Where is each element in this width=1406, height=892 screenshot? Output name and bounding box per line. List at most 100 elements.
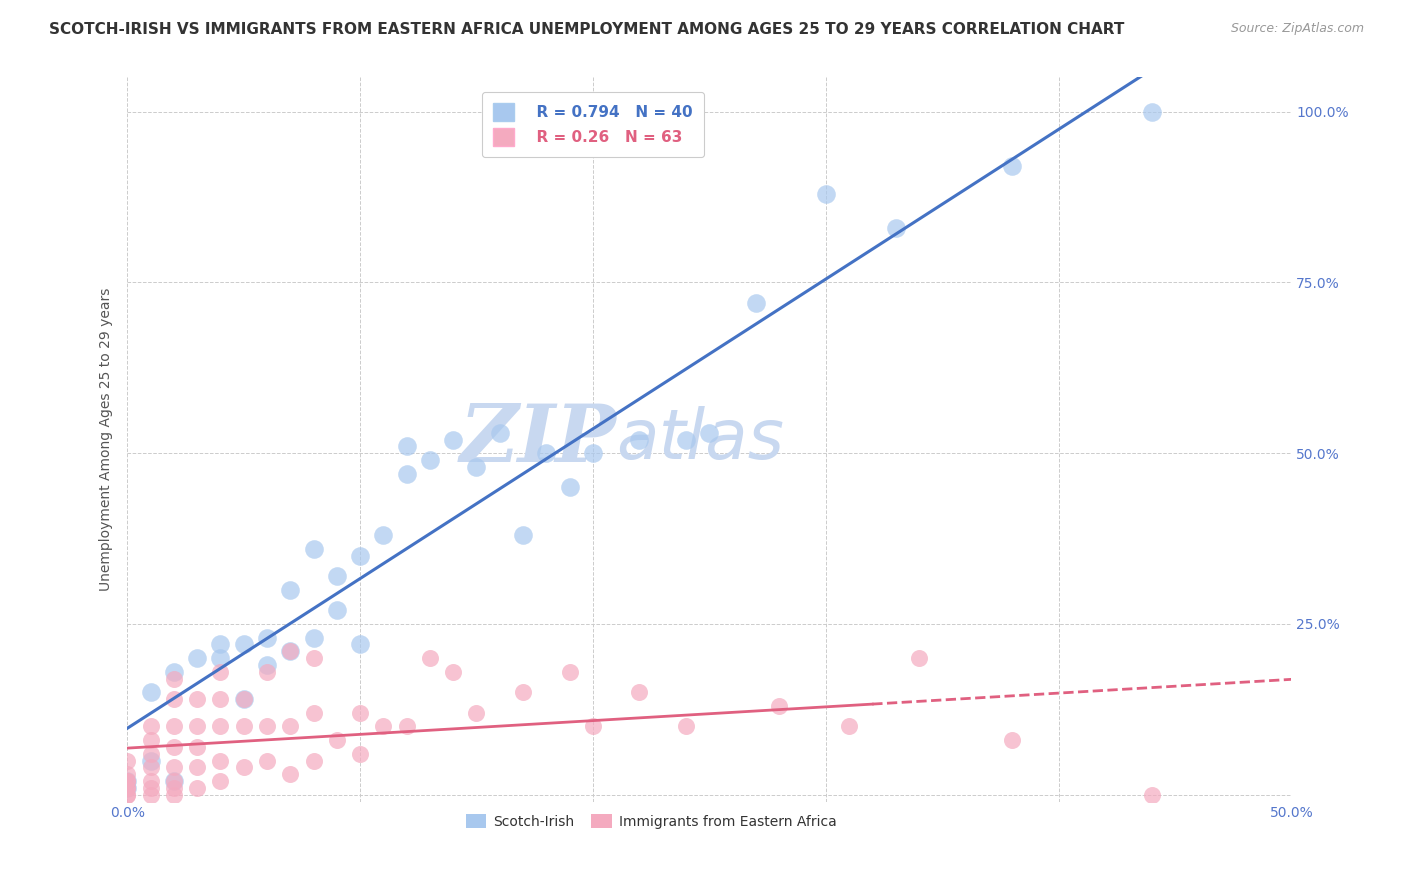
Point xyxy=(117,774,139,789)
Point xyxy=(419,453,441,467)
Point xyxy=(256,719,278,733)
Point xyxy=(256,754,278,768)
Point xyxy=(139,788,162,802)
Point xyxy=(117,780,139,795)
Point xyxy=(278,767,301,781)
Point xyxy=(278,644,301,658)
Point xyxy=(628,685,651,699)
Point xyxy=(163,760,186,774)
Point xyxy=(209,774,232,789)
Point xyxy=(395,467,418,481)
Point xyxy=(117,774,139,789)
Point xyxy=(117,780,139,795)
Point xyxy=(186,739,208,754)
Point xyxy=(163,665,186,679)
Point xyxy=(117,774,139,789)
Point xyxy=(232,760,254,774)
Point xyxy=(232,719,254,733)
Point xyxy=(117,780,139,795)
Point xyxy=(395,719,418,733)
Point xyxy=(163,774,186,789)
Point xyxy=(186,780,208,795)
Point xyxy=(1140,104,1163,119)
Point xyxy=(512,685,534,699)
Point xyxy=(697,425,720,440)
Point xyxy=(349,747,371,761)
Point xyxy=(814,186,837,201)
Point xyxy=(139,760,162,774)
Point xyxy=(278,644,301,658)
Point xyxy=(419,651,441,665)
Point xyxy=(186,760,208,774)
Legend: Scotch-Irish, Immigrants from Eastern Africa: Scotch-Irish, Immigrants from Eastern Af… xyxy=(460,808,842,834)
Point xyxy=(163,788,186,802)
Point xyxy=(139,733,162,747)
Point xyxy=(395,439,418,453)
Point xyxy=(256,657,278,672)
Point xyxy=(558,480,581,494)
Point xyxy=(768,698,790,713)
Point xyxy=(302,631,325,645)
Point xyxy=(326,569,349,583)
Point xyxy=(139,719,162,733)
Point xyxy=(441,665,464,679)
Point xyxy=(256,631,278,645)
Point xyxy=(1140,788,1163,802)
Point xyxy=(186,719,208,733)
Point xyxy=(163,692,186,706)
Point xyxy=(373,719,395,733)
Point xyxy=(209,637,232,651)
Point xyxy=(163,739,186,754)
Point xyxy=(536,446,558,460)
Point xyxy=(1001,733,1024,747)
Point xyxy=(232,637,254,651)
Point xyxy=(256,665,278,679)
Point xyxy=(628,433,651,447)
Point xyxy=(349,549,371,563)
Point xyxy=(163,719,186,733)
Point xyxy=(349,637,371,651)
Point xyxy=(465,706,488,720)
Point xyxy=(558,665,581,679)
Text: atlas: atlas xyxy=(616,406,785,473)
Point xyxy=(302,706,325,720)
Point xyxy=(232,692,254,706)
Point xyxy=(163,774,186,789)
Point xyxy=(209,754,232,768)
Point xyxy=(582,719,605,733)
Point xyxy=(373,528,395,542)
Point xyxy=(1001,159,1024,173)
Point xyxy=(884,220,907,235)
Point xyxy=(302,541,325,556)
Point xyxy=(117,767,139,781)
Point xyxy=(186,692,208,706)
Point xyxy=(278,719,301,733)
Point xyxy=(117,788,139,802)
Point xyxy=(675,719,697,733)
Point xyxy=(209,651,232,665)
Point xyxy=(139,747,162,761)
Point xyxy=(512,528,534,542)
Point xyxy=(582,446,605,460)
Point xyxy=(117,788,139,802)
Text: ZIP: ZIP xyxy=(460,401,616,478)
Point xyxy=(675,433,697,447)
Point xyxy=(349,706,371,720)
Text: SCOTCH-IRISH VS IMMIGRANTS FROM EASTERN AFRICA UNEMPLOYMENT AMONG AGES 25 TO 29 : SCOTCH-IRISH VS IMMIGRANTS FROM EASTERN … xyxy=(49,22,1125,37)
Text: Source: ZipAtlas.com: Source: ZipAtlas.com xyxy=(1230,22,1364,36)
Point xyxy=(838,719,860,733)
Point xyxy=(302,754,325,768)
Point xyxy=(302,651,325,665)
Point xyxy=(465,459,488,474)
Point xyxy=(139,754,162,768)
Point xyxy=(163,672,186,686)
Point xyxy=(186,651,208,665)
Point xyxy=(139,774,162,789)
Point xyxy=(488,425,510,440)
Point xyxy=(745,296,768,310)
Point xyxy=(278,582,301,597)
Point xyxy=(232,692,254,706)
Point xyxy=(326,603,349,617)
Point xyxy=(163,780,186,795)
Point xyxy=(209,665,232,679)
